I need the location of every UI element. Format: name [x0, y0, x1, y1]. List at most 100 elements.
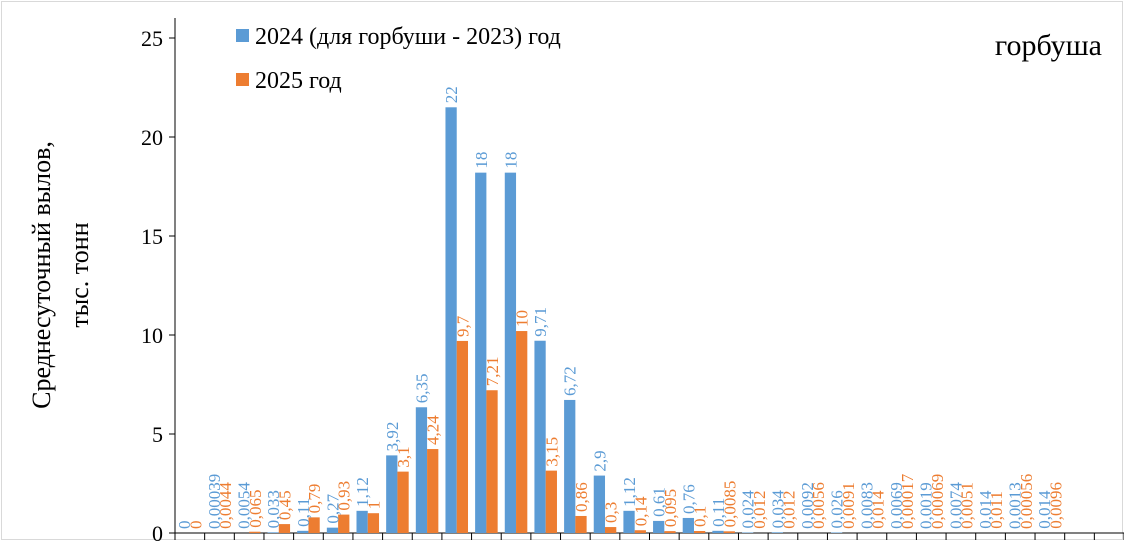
y-axis-label: Среднесуточный вылов, тыс. тонн [27, 141, 94, 409]
data-label-series-2-2: 0,0044 [216, 482, 235, 529]
y-tick-label: 0 [152, 521, 163, 541]
data-label-series-1-5: 0,11 [294, 498, 313, 527]
bar-series-1-12 [504, 172, 517, 533]
bar-series-2-5 [308, 517, 320, 533]
data-label-series-1-6: 0,27 [323, 493, 342, 523]
data-label-series-2-10: 9,7 [453, 315, 472, 337]
data-label-series-2-15: 0,3 [602, 502, 621, 523]
data-label-series-1-13: 9,71 [531, 307, 550, 337]
data-label-series-1-9: 6,35 [412, 374, 431, 404]
y-tick-label: 20 [141, 125, 163, 150]
bar-series-1-11 [475, 172, 487, 533]
data-label-series-2-16: 0,14 [631, 496, 650, 526]
data-label-series-1-15: 2,9 [590, 450, 609, 471]
data-label-series-1-21: 0,034 [768, 490, 787, 529]
data-label-series-2-19: 0,0085 [720, 481, 739, 528]
legend: 2024 (для горбуши - 2023) год 2025 год [236, 24, 561, 94]
bar-series-2-18 [693, 531, 706, 533]
data-label-series-1-20: 0,024 [739, 490, 758, 529]
y-tick-label: 5 [152, 422, 163, 447]
bar-series-1-19 [712, 530, 724, 533]
data-label-series-1-19: 0,11 [709, 498, 728, 527]
bar-series-2-15 [605, 527, 617, 533]
bar-series-2-7 [367, 513, 380, 533]
bar-series-2-16 [634, 530, 646, 533]
bar-series-1-13 [534, 340, 546, 533]
data-label-series-2-5: 0,79 [305, 484, 324, 514]
data-label-series-1-27: 0,0074 [946, 482, 965, 529]
bar-series-1-10 [445, 107, 457, 534]
bar-series-1-16 [623, 510, 635, 533]
data-label-series-1-26: 0,0019 [917, 482, 936, 529]
bar-series-2-3 [249, 531, 261, 533]
data-label-series-2-14: 0,86 [572, 482, 591, 512]
bar-series-2-12 [516, 331, 528, 533]
bar-series-2-10 [456, 340, 469, 533]
data-label-series-2-29: 0,00056 [1017, 474, 1036, 529]
bar-series-1-5 [297, 530, 309, 533]
data-label-series-1-11: 18 [472, 152, 491, 169]
data-label-series-2-26: 0,00069 [928, 474, 947, 529]
data-label-series-2-3: 0,065 [246, 489, 265, 527]
data-label-series-1-29: 0,0013 [1006, 482, 1025, 529]
data-label-series-1-24: 0,0083 [857, 482, 876, 529]
data-label-series-2-4: 0,45 [275, 490, 294, 520]
data-label-series-1-10: 22 [442, 86, 461, 103]
data-label-series-1-28: 0,014 [976, 490, 995, 529]
data-label-series-2-9: 4,24 [424, 415, 443, 445]
bar-series-1-15 [593, 475, 606, 533]
bar-series-2-9 [427, 449, 439, 533]
data-label-series-1-3: 0,0054 [235, 482, 254, 529]
bar-series-2-13 [545, 470, 557, 533]
y-tick-label: 15 [141, 224, 163, 249]
data-label-series-1-4: 0,033 [264, 490, 283, 528]
data-label-series-1-23: 0,026 [828, 490, 847, 528]
bar-series-1-7 [356, 510, 368, 533]
y-tick-label: 25 [141, 26, 163, 51]
y-axis: 0 5 10 15 20 25 [141, 18, 176, 541]
data-label-series-1-25: 0,0069 [887, 482, 906, 529]
bar-series-1-14 [564, 399, 576, 533]
data-label-series-2-28: 0,011 [987, 491, 1006, 529]
bar-series-2-14 [575, 515, 587, 533]
data-label-series-2-13: 3,15 [542, 437, 561, 467]
data-label-series-2-6: 0,93 [335, 481, 354, 511]
bar-series-2-4 [278, 524, 291, 533]
data-label-series-2-30: 0,0096 [1046, 482, 1065, 529]
bar-series-1-23 [830, 532, 843, 533]
data-label-series-2-8: 3,1 [394, 446, 413, 467]
data-label-series-1-22: 0,0092 [798, 482, 817, 529]
data-label-series-2-25: 0,00017 [898, 473, 917, 529]
y-tick-label: 10 [141, 323, 163, 348]
data-label-series-1-8: 3,92 [383, 422, 402, 452]
legend-label-1: 2024 (для горбуши - 2023) год [255, 24, 561, 50]
legend-swatch-1 [236, 29, 249, 42]
x-axis [174, 532, 1124, 540]
chart-title: горбуша [995, 29, 1102, 62]
data-label-series-1-16: 1,12 [620, 477, 639, 507]
bar-series-2-17 [664, 531, 676, 533]
data-label-series-2-11: 7,21 [483, 356, 502, 386]
data-label-series-2-21: 0,012 [780, 491, 799, 529]
data-label-series-1-17: 0,61 [650, 487, 669, 517]
data-label-series-1-30: 0,014 [1035, 490, 1054, 529]
data-label-series-2-20: 0,012 [750, 491, 769, 529]
bar-series-2-19 [723, 531, 735, 533]
data-label-series-2-22: 0,0056 [809, 482, 828, 529]
data-label-series-1-12: 18 [501, 152, 520, 169]
data-label-series-2-23: 0,0091 [839, 482, 858, 529]
bar-series-1-21 [771, 532, 783, 533]
bar-series-1-17 [653, 520, 665, 533]
bar-series-2-11 [486, 390, 498, 533]
data-labels: 0 0,00039 0,0054 0,033 0,11 0,271,123,926,352… [175, 86, 1065, 529]
data-label-series-1-14: 6,72 [561, 366, 580, 396]
bars [249, 107, 843, 534]
bar-series-2-8 [397, 471, 409, 533]
y-axis-label-line-2: тыс. тонн [65, 222, 94, 327]
legend-label-2: 2025 год [255, 68, 342, 94]
bar-series-2-6 [338, 514, 350, 533]
y-axis-label-line-1: Среднесуточный вылов, [27, 141, 56, 409]
data-label-series-2-24: 0,014 [869, 490, 888, 529]
